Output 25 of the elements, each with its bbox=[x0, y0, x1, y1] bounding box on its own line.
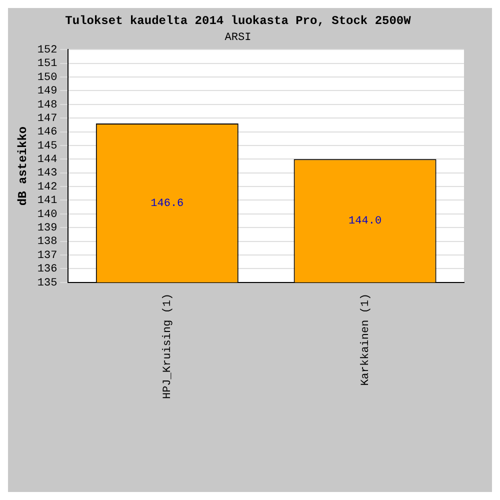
y-tick-label: 138 bbox=[37, 236, 58, 248]
y-tick-label: 135 bbox=[37, 277, 58, 290]
y-tick-label: 136 bbox=[37, 264, 58, 276]
y-tick-label: 137 bbox=[37, 250, 58, 262]
y-axis-title: dB asteikko bbox=[16, 126, 30, 206]
y-tick-label: 144 bbox=[37, 154, 58, 166]
y-tick-label: 150 bbox=[37, 72, 58, 84]
y-tick-label: 146 bbox=[37, 126, 58, 139]
y-tick-label: 140 bbox=[37, 208, 58, 221]
y-tick-label: 139 bbox=[37, 222, 58, 235]
data-label: 146.6 bbox=[150, 198, 184, 210]
y-tick-label: 141 bbox=[37, 195, 58, 208]
y-tick-label: 142 bbox=[37, 181, 58, 194]
y-tick-label: 149 bbox=[37, 86, 58, 98]
y-tick-label: 145 bbox=[37, 140, 58, 152]
chart-title: Tulokset kaudelta 2014 luokasta Pro, Stock 2500W bbox=[65, 14, 412, 28]
y-tick-label: 143 bbox=[37, 168, 58, 180]
y-tick-label: 148 bbox=[37, 99, 58, 112]
y-tick-label: 151 bbox=[37, 58, 58, 70]
data-label: 144.0 bbox=[348, 216, 382, 228]
chart-subtitle: ARSI bbox=[224, 32, 252, 44]
y-tick-label: 152 bbox=[37, 44, 58, 57]
y-tick-label: 147 bbox=[37, 112, 58, 125]
x-tick-label: Karkkainen (1) bbox=[360, 293, 372, 386]
x-tick-label: HPJ_Kruising (1) bbox=[162, 293, 174, 400]
